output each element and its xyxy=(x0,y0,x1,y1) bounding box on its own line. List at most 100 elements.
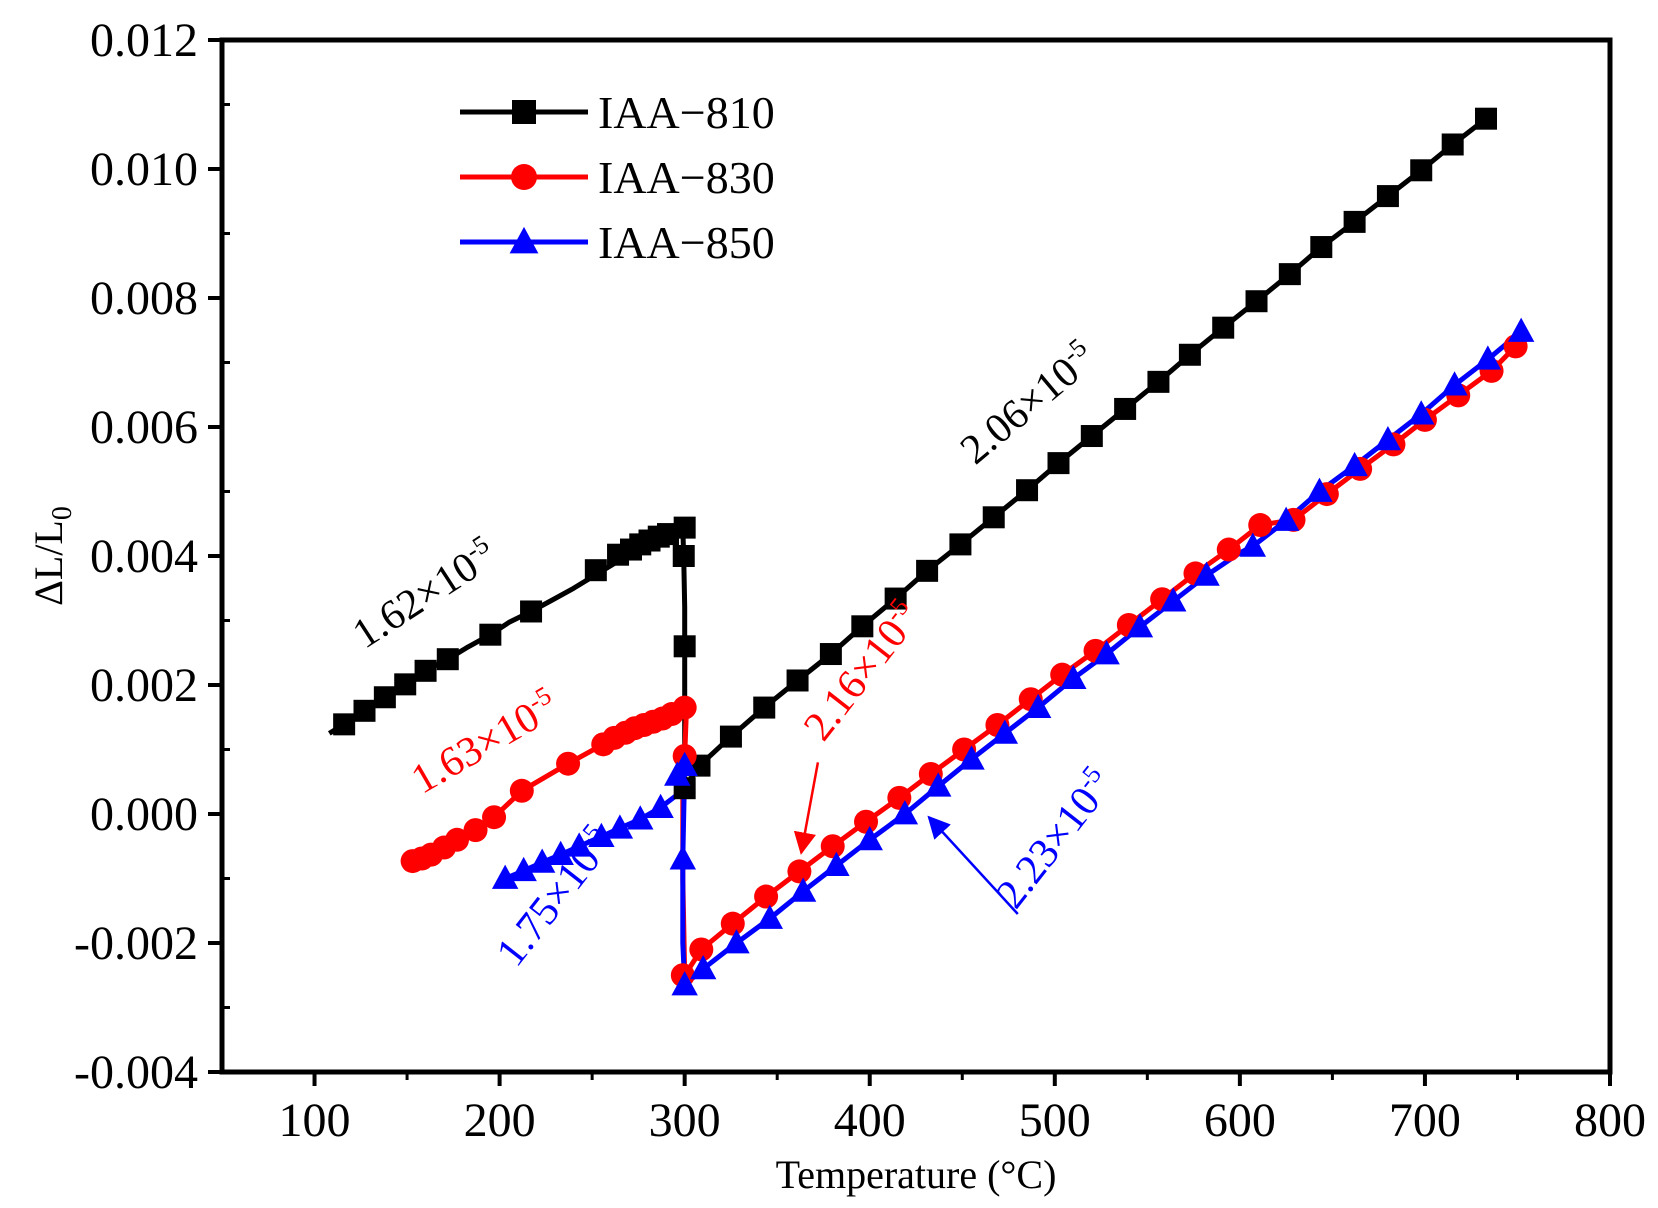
data-point-circle xyxy=(754,884,779,909)
data-point-square xyxy=(851,615,874,638)
data-point-square xyxy=(982,506,1005,529)
data-point-square xyxy=(673,516,696,539)
series-lines xyxy=(327,116,1523,988)
data-point-square xyxy=(1278,263,1301,286)
series-line-3 xyxy=(504,329,1523,988)
data-point-triangle xyxy=(1126,613,1154,638)
x-tick-label: 200 xyxy=(464,1094,536,1147)
data-point-triangle xyxy=(588,822,615,847)
data-point-triangle xyxy=(856,825,883,851)
y-axis-title-main: ΔL/L xyxy=(26,520,71,606)
data-point-square xyxy=(1016,479,1039,502)
data-point-circle xyxy=(689,937,714,962)
data-point-square xyxy=(819,643,842,666)
data-point-circle xyxy=(854,809,879,834)
data-point-square xyxy=(394,673,417,696)
data-point-circle xyxy=(672,695,697,720)
data-point-square xyxy=(373,686,396,709)
data-point-circle xyxy=(509,778,534,803)
slope-annotation: 2.23×10-5 xyxy=(985,760,1123,917)
data-point-triangle xyxy=(1093,640,1120,665)
legend-marker-square xyxy=(512,100,536,124)
x-tick-label: 100 xyxy=(279,1094,351,1147)
data-point-circle xyxy=(787,859,812,884)
data-point-triangle xyxy=(789,877,817,902)
data-point-triangle xyxy=(669,845,697,870)
data-point-triangle xyxy=(1160,587,1187,612)
data-point-square xyxy=(1114,397,1137,420)
annotation-arrow xyxy=(927,815,1019,915)
data-point-circle xyxy=(1216,537,1241,562)
legend-label-3: IAA−850 xyxy=(598,217,775,268)
slope-annotation: 1.63×10-5 xyxy=(402,680,566,803)
x-axis-tick-labels: 100 200 300 400 500 600 700 800 xyxy=(279,1094,1646,1147)
data-point-triangle xyxy=(671,751,698,777)
legend-label-2: IAA−830 xyxy=(598,152,775,203)
data-point-triangle xyxy=(723,929,750,954)
data-point-circle xyxy=(445,827,470,852)
data-point-triangle xyxy=(1024,693,1052,718)
data-point-square xyxy=(520,600,543,623)
data-point-circle xyxy=(820,834,845,859)
annotation-coefficient: 2.23×10 xyxy=(988,779,1110,917)
data-point-square xyxy=(1080,425,1103,448)
data-point-triangle xyxy=(991,719,1019,744)
y-tick-label: -0.002 xyxy=(74,917,198,970)
data-point-triangle xyxy=(1193,561,1220,586)
data-point-triangle xyxy=(510,856,537,882)
data-point-square xyxy=(1245,290,1268,313)
data-point-square xyxy=(1310,236,1333,259)
data-point-triangle xyxy=(891,800,919,825)
data-point-square xyxy=(1410,159,1433,182)
annotation-arrow xyxy=(793,762,820,855)
data-point-circle xyxy=(556,751,581,776)
data-point-triangle xyxy=(565,832,593,857)
y-tick-label: 0.002 xyxy=(90,659,198,712)
y-tick-label: 0.010 xyxy=(90,143,198,196)
y-axis-title: ΔL/L0 xyxy=(26,506,78,606)
data-point-square xyxy=(353,699,376,722)
data-point-square xyxy=(672,545,695,567)
data-point-square xyxy=(1343,210,1366,233)
data-point-square xyxy=(719,725,742,748)
x-tick-label: 600 xyxy=(1204,1094,1276,1147)
series-markers xyxy=(333,107,1535,996)
data-point-square xyxy=(1047,452,1070,475)
data-point-square xyxy=(673,635,696,658)
data-point-triangle xyxy=(606,814,634,839)
data-point-square xyxy=(1212,316,1235,339)
data-point-square xyxy=(479,623,502,646)
data-point-triangle xyxy=(647,793,674,818)
y-axis-tick-labels: -0.004 -0.002 0.000 0.002 0.004 0.006 0.008 0.0… xyxy=(74,14,198,1099)
data-point-circle xyxy=(482,805,507,830)
data-point-triangle xyxy=(491,864,519,889)
data-point-triangle xyxy=(1239,532,1267,557)
data-point-square xyxy=(1441,133,1464,156)
y-tick-label: 0.008 xyxy=(90,272,198,325)
data-point-square xyxy=(414,659,437,682)
annotation-coefficient: 1.62×10 xyxy=(345,544,487,658)
data-point-triangle xyxy=(547,840,574,866)
data-point-square xyxy=(436,648,459,671)
data-point-triangle xyxy=(925,772,952,797)
data-point-triangle xyxy=(1441,371,1468,396)
data-point-triangle xyxy=(1272,506,1300,531)
data-point-triangle xyxy=(756,904,783,929)
y-tick-label: -0.004 xyxy=(74,1046,198,1099)
y-tick-label: 0.006 xyxy=(90,401,198,454)
legend-marker-circle xyxy=(511,164,537,190)
data-point-square xyxy=(333,713,356,736)
data-point-triangle xyxy=(1374,426,1402,451)
plot-frame xyxy=(219,37,1613,1075)
data-point-square xyxy=(753,696,776,719)
data-point-circle xyxy=(1248,513,1273,538)
y-tick-label: 0.004 xyxy=(90,530,198,583)
data-point-square xyxy=(584,559,607,582)
data-point-triangle xyxy=(689,954,717,980)
data-point-square xyxy=(1475,107,1498,130)
x-tick-label: 700 xyxy=(1389,1094,1461,1147)
data-point-square xyxy=(657,523,680,546)
data-point-triangle xyxy=(958,745,985,770)
data-point-square xyxy=(884,587,907,610)
y-tick-label: 0.000 xyxy=(90,788,198,841)
